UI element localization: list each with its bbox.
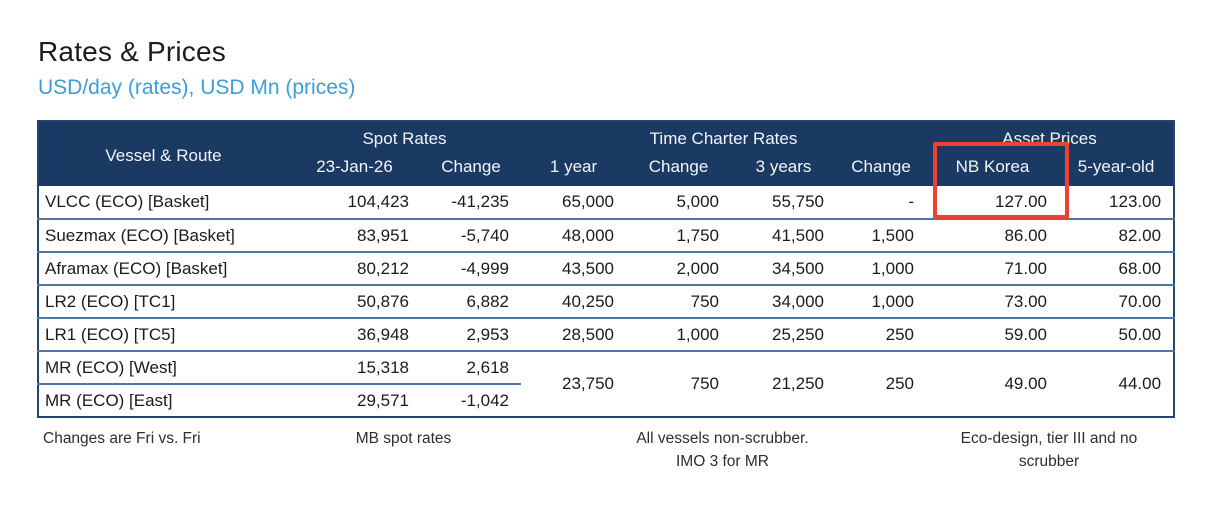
cell-value: 48,000 — [521, 218, 627, 252]
cell-value: 1,750 — [626, 218, 732, 252]
footnote-changes: Changes are Fri vs. Fri — [43, 430, 201, 447]
cell-value: 2,618 — [421, 350, 522, 384]
table-header: Vessel & Route Spot Rates Time Charter R… — [38, 121, 1175, 186]
cell-value: 123.00 — [1059, 186, 1175, 219]
header-tc-3years: 3 years — [731, 152, 837, 186]
table-row-vlcc: VLCC (ECO) [Basket] 104,423 -41,235 65,0… — [38, 186, 1175, 219]
cell-value-mr-merged: 44.00 — [1059, 350, 1175, 417]
cell-value: 65,000 — [521, 186, 627, 219]
cell-value-mr-merged: 21,250 — [731, 350, 837, 417]
cell-value-mr-merged: 49.00 — [926, 350, 1060, 417]
header-tc-1year-change: Change — [626, 152, 732, 186]
rates-prices-table: Vessel & Route Spot Rates Time Charter R… — [37, 120, 1176, 418]
cell-value: 29,571 — [288, 383, 421, 417]
header-spot-date: 23-Jan-26 — [288, 152, 421, 186]
vessel-label: LR1 (ECO) [TC5] — [38, 317, 288, 351]
table-row-aframax: Aframax (ECO) [Basket] 80,212 -4,999 43,… — [38, 251, 1175, 285]
header-group-spot-rates: Spot Rates — [288, 121, 522, 152]
cell-value: 6,882 — [421, 284, 522, 318]
cell-value: 2,000 — [626, 251, 732, 285]
cell-value: 50.00 — [1059, 317, 1175, 351]
cell-value: 55,750 — [731, 186, 837, 219]
cell-value: 250 — [836, 317, 927, 351]
page-title: Rates & Prices — [38, 36, 226, 67]
cell-value: 104,423 — [288, 186, 421, 219]
cell-value: 73.00 — [926, 284, 1060, 318]
vessel-label: MR (ECO) [East] — [38, 383, 288, 417]
header-tc-1year: 1 year — [521, 152, 627, 186]
footnote-time-charter: All vessels non-scrubber. IMO 3 for MR — [636, 430, 809, 470]
footnote-spot-rates: MB spot rates — [355, 430, 452, 447]
cell-value: 34,500 — [731, 251, 837, 285]
vessel-label: MR (ECO) [West] — [38, 350, 288, 384]
vessel-label: LR2 (ECO) [TC1] — [38, 284, 288, 318]
cell-value: 80,212 — [288, 251, 421, 285]
header-vessel-route: Vessel & Route — [38, 121, 288, 186]
cell-value: 1,000 — [836, 284, 927, 318]
cell-value: 1,000 — [626, 317, 732, 351]
header-spot-change: Change — [421, 152, 522, 186]
cell-value: 82.00 — [1059, 218, 1175, 252]
cell-value: 36,948 — [288, 317, 421, 351]
cell-value: 71.00 — [926, 251, 1060, 285]
cell-value-mr-merged: 250 — [836, 350, 927, 417]
cell-value: 750 — [626, 284, 732, 318]
cell-value-nb-korea-highlighted: 127.00 — [926, 186, 1060, 219]
cell-value: 1,500 — [836, 218, 927, 252]
cell-value: 1,000 — [836, 251, 927, 285]
cell-value: 34,000 — [731, 284, 837, 318]
header-nb-korea: NB Korea — [926, 152, 1060, 186]
header-5-year-old: 5-year-old — [1059, 152, 1175, 186]
cell-value: 40,250 — [521, 284, 627, 318]
cell-value: 83,951 — [288, 218, 421, 252]
cell-value: -41,235 — [421, 186, 522, 219]
table-row-lr1: LR1 (ECO) [TC5] 36,948 2,953 28,500 1,00… — [38, 317, 1175, 351]
cell-value-mr-merged: 750 — [626, 350, 732, 417]
header-group-asset-prices: Asset Prices — [926, 121, 1175, 152]
cell-value: -1,042 — [421, 383, 522, 417]
cell-value: 43,500 — [521, 251, 627, 285]
cell-value: 15,318 — [288, 350, 421, 384]
table-row-suezmax: Suezmax (ECO) [Basket] 83,951 -5,740 48,… — [38, 218, 1175, 252]
header-group-time-charter-rates: Time Charter Rates — [521, 121, 927, 152]
vessel-label: Suezmax (ECO) [Basket] — [38, 218, 288, 252]
table-row-mr-west: MR (ECO) [West] 15,318 2,618 23,750 750 … — [38, 350, 1175, 417]
footnotes-row: Changes are Fri vs. Fri MB spot rates Al… — [37, 427, 1173, 473]
cell-value: 41,500 — [731, 218, 837, 252]
cell-value: 5,000 — [626, 186, 732, 219]
cell-value: 86.00 — [926, 218, 1060, 252]
cell-value: 68.00 — [1059, 251, 1175, 285]
vessel-label: Aframax (ECO) [Basket] — [38, 251, 288, 285]
header-tc-3years-change: Change — [836, 152, 927, 186]
table-row-lr2: LR2 (ECO) [TC1] 50,876 6,882 40,250 750 … — [38, 284, 1175, 318]
cell-value: -4,999 — [421, 251, 522, 285]
vessel-label: VLCC (ECO) [Basket] — [38, 186, 288, 219]
cell-value: - — [836, 186, 927, 219]
table-row-mr-east: MR (ECO) [East] 29,571 -1,042 — [38, 383, 1174, 417]
cell-value: 59.00 — [926, 317, 1060, 351]
cell-value: 50,876 — [288, 284, 421, 318]
cell-value: 2,953 — [421, 317, 522, 351]
footnote-asset-prices: Eco-design, tier III and no scrubber — [960, 430, 1138, 470]
cell-value: 25,250 — [731, 317, 837, 351]
page-subtitle: USD/day (rates), USD Mn (prices) — [38, 76, 356, 99]
cell-value: 70.00 — [1059, 284, 1175, 318]
cell-value: -5,740 — [421, 218, 522, 252]
cell-value-mr-merged: 23,750 — [521, 350, 627, 417]
cell-value: 28,500 — [521, 317, 627, 351]
